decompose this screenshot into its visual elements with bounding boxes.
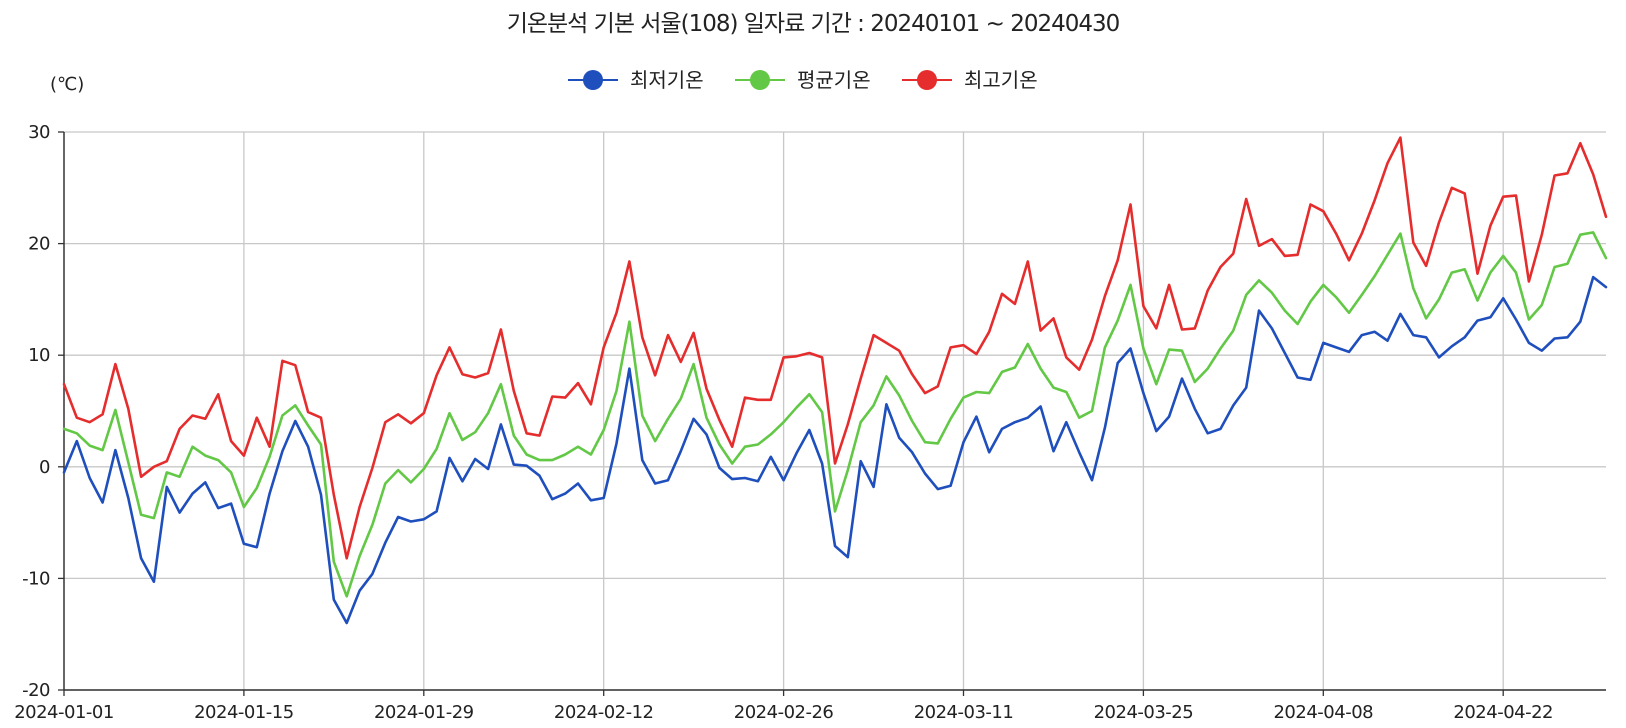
legend-marker-1 <box>583 70 603 90</box>
x-tick-label: 2024-04-22 <box>1453 702 1553 723</box>
x-tick-label: 2024-03-25 <box>1094 702 1194 723</box>
series-line-3 <box>62 136 1608 560</box>
y-tick-label: 20 <box>28 234 50 255</box>
x-tick-label: 2024-01-15 <box>194 702 294 723</box>
legend-label-3: 최고기온 <box>964 68 1038 92</box>
y-tick-label: 10 <box>28 345 50 366</box>
x-tick-label: 2024-03-11 <box>914 702 1014 723</box>
series-line-1 <box>62 275 1608 625</box>
series-line-2 <box>62 231 1608 598</box>
axes <box>58 131 1606 696</box>
x-tick-label: 2024-02-12 <box>554 702 654 723</box>
legend-marker-3 <box>917 70 937 90</box>
x-tick-label: 2024-02-26 <box>734 702 834 723</box>
y-tick-label: 30 <box>28 122 50 143</box>
x-tick-label: 2024-01-01 <box>14 702 114 723</box>
legend-label-1: 최저기온 <box>630 68 704 92</box>
legend: 최저기온 평균기온 최고기온 <box>568 68 1038 92</box>
x-tick-label: 2024-01-29 <box>374 702 474 723</box>
y-tick-label: 0 <box>39 457 50 478</box>
x-tick-label: 2024-04-08 <box>1273 702 1373 723</box>
y-tick-label: -20 <box>22 680 50 701</box>
y-tick-label: -10 <box>22 568 50 589</box>
grid-lines <box>64 131 1606 691</box>
series-layer <box>62 136 1608 625</box>
legend-marker-2 <box>750 70 770 90</box>
y-axis-unit-label: (℃) <box>50 74 84 95</box>
chart-title: 기온분석 기본 서울(108) 일자료 기간 : 20240101 ~ 2024… <box>506 11 1121 37</box>
legend-label-2: 평균기온 <box>797 68 871 92</box>
